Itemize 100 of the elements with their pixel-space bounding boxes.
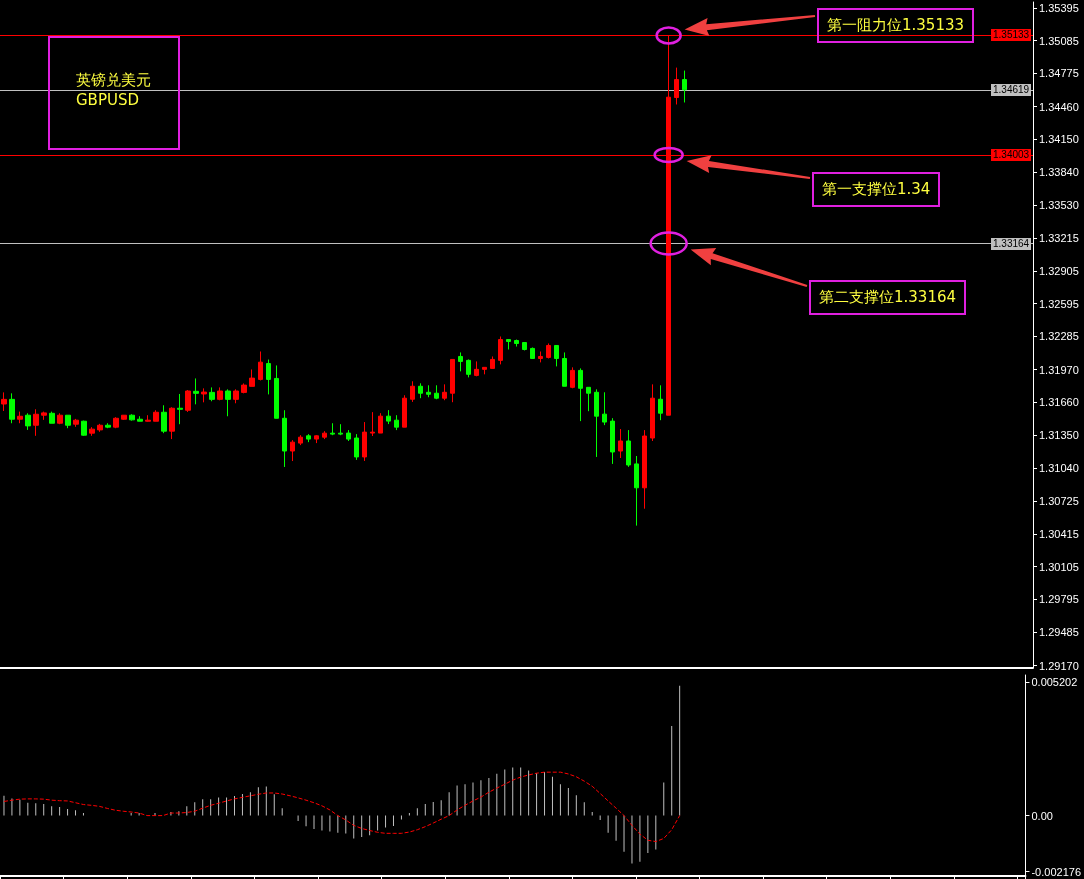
candlestick — [97, 423, 103, 433]
candlestick — [458, 351, 463, 372]
candlestick — [386, 409, 391, 425]
y-tick-label: 1.31040 — [1039, 461, 1079, 474]
line-series — [3, 771, 681, 843]
candlestick — [49, 411, 55, 424]
candlestick — [554, 344, 559, 367]
candlestick — [498, 336, 503, 365]
candlestick — [105, 422, 111, 429]
y-tick-label: -0.002176 — [1031, 865, 1081, 878]
candlestick — [169, 406, 175, 440]
candlestick — [41, 411, 47, 421]
candlestick — [394, 414, 399, 431]
candlestick — [514, 339, 519, 348]
candlestick — [426, 384, 431, 398]
candlestick — [9, 392, 15, 424]
candlestick — [330, 422, 335, 436]
candlestick — [634, 455, 639, 527]
candlestick — [290, 439, 295, 462]
candlestick — [145, 414, 151, 423]
candlestick — [282, 409, 287, 468]
y-tick-label: 1.35085 — [1039, 34, 1079, 47]
candlestick — [209, 386, 215, 402]
candlestick — [249, 368, 255, 387]
candlestick — [201, 387, 207, 403]
y-tick-label: 1.34150 — [1039, 133, 1079, 146]
candlestick — [642, 429, 647, 510]
candlestick — [338, 423, 343, 436]
candlestick — [177, 393, 183, 425]
candlestick — [121, 414, 127, 421]
y-tick-label: 1.31970 — [1039, 363, 1079, 376]
y-tick-label: 1.30105 — [1039, 560, 1079, 573]
candlestick — [25, 412, 31, 431]
candlestick — [129, 413, 135, 422]
y-tick-label: 1.34775 — [1039, 67, 1079, 80]
candlestick — [378, 412, 383, 434]
ref-line-label: 1.34003 — [991, 148, 1032, 161]
y-tick-label: 1.32595 — [1039, 297, 1079, 310]
annotation: 第一阻力位1.35133 — [817, 8, 975, 43]
candlestick — [89, 426, 95, 437]
candlestick — [258, 351, 263, 381]
y-tick-label: 1.29170 — [1039, 659, 1079, 672]
y-tick-label: 0.00 — [1031, 809, 1053, 822]
candlestick — [57, 412, 63, 425]
candlestick — [322, 430, 327, 440]
y-tick-label: 1.29485 — [1039, 626, 1079, 639]
y-tick-label: 1.32905 — [1039, 264, 1079, 277]
candlestick — [482, 366, 487, 375]
text: 英镑兑美元 — [76, 70, 152, 90]
candlestick — [274, 364, 279, 419]
y-tick-label: 1.35395 — [1039, 1, 1079, 14]
candlestick — [674, 67, 679, 105]
candlestick — [490, 355, 495, 369]
candlestick — [73, 418, 79, 428]
candlestick — [65, 414, 71, 429]
candlestick — [474, 360, 479, 377]
y-tick-label: 1.33215 — [1039, 232, 1079, 245]
candlestick — [298, 434, 303, 446]
candlestick — [306, 433, 311, 443]
candlestick — [578, 367, 583, 422]
annotation: 第一支撑位1.34 — [812, 172, 941, 207]
candlestick — [193, 377, 199, 405]
candlestick — [17, 411, 23, 424]
candlestick — [530, 346, 535, 359]
candlestick — [185, 389, 191, 413]
candlestick — [442, 383, 447, 401]
candlestick — [225, 388, 231, 417]
candlestick — [346, 429, 351, 442]
candlestick — [1, 391, 7, 412]
y-tick-label: 1.30415 — [1039, 527, 1079, 540]
candlestick — [137, 415, 143, 422]
text: GBPUSD — [76, 90, 140, 110]
candlestick — [650, 383, 655, 442]
annotation: 第二支撑位1.33164 — [809, 280, 967, 315]
candlestick — [241, 382, 247, 394]
candlestick — [370, 411, 375, 437]
candlestick — [314, 434, 319, 444]
ref-line-label: 1.33164 — [991, 237, 1032, 250]
candlestick — [362, 421, 367, 462]
candlestick — [434, 384, 439, 400]
candlestick — [217, 386, 223, 401]
candlestick — [618, 428, 623, 459]
candlestick — [626, 429, 631, 468]
y-tick-label: 1.33840 — [1039, 166, 1079, 179]
candlestick — [538, 351, 543, 363]
candlestick — [81, 420, 87, 437]
candlestick — [354, 433, 359, 461]
candlestick — [266, 359, 271, 395]
y-tick-label: 1.30725 — [1039, 495, 1079, 508]
candlestick — [113, 416, 119, 429]
y-tick-label: 0.005202 — [1031, 675, 1078, 688]
candlestick — [418, 382, 423, 399]
candlestick — [610, 417, 615, 465]
y-tick-label: 1.32285 — [1039, 330, 1079, 343]
candlestick — [450, 358, 455, 403]
ref-line-label: 1.35133 — [991, 29, 1032, 42]
y-tick-label: 1.31660 — [1039, 396, 1079, 409]
candlestick — [658, 384, 663, 421]
candlestick — [682, 70, 687, 103]
candlestick — [161, 404, 167, 434]
